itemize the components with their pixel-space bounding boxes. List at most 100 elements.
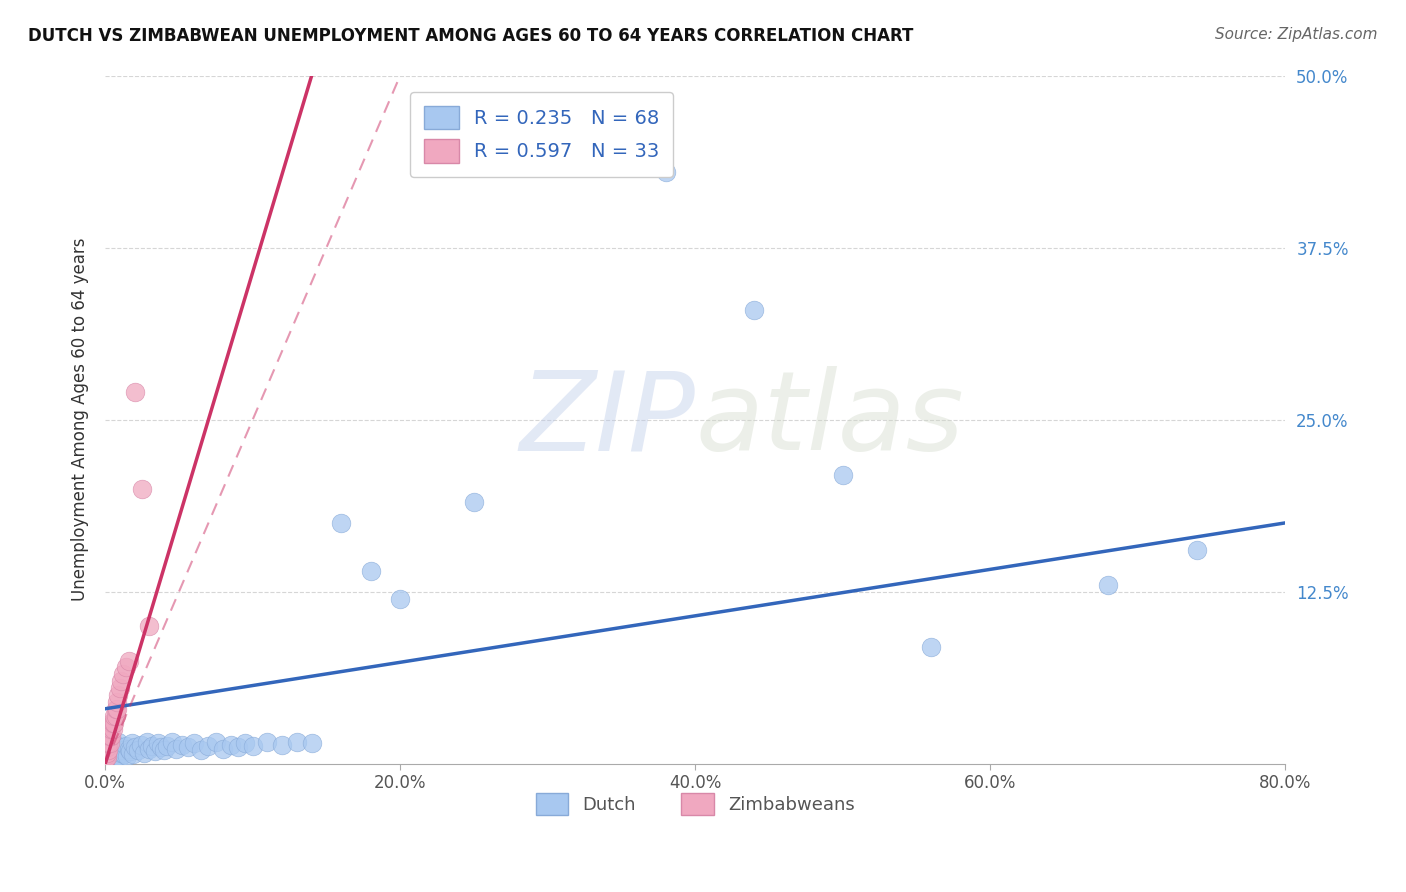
Point bbox=[301, 736, 323, 750]
Point bbox=[135, 735, 157, 749]
Text: ZIP: ZIP bbox=[519, 367, 695, 473]
Point bbox=[110, 674, 132, 689]
Point bbox=[124, 740, 146, 755]
Point bbox=[103, 741, 125, 756]
Point bbox=[98, 736, 121, 750]
Point bbox=[121, 736, 143, 750]
Point bbox=[101, 723, 124, 737]
Point bbox=[212, 741, 235, 756]
Point bbox=[124, 385, 146, 400]
Point bbox=[360, 564, 382, 578]
Point bbox=[118, 741, 141, 756]
Point bbox=[98, 729, 121, 743]
Point bbox=[153, 743, 176, 757]
Point bbox=[143, 744, 166, 758]
Point bbox=[111, 743, 134, 757]
Point bbox=[271, 738, 294, 752]
Point bbox=[219, 738, 242, 752]
Point bbox=[256, 735, 278, 749]
Point bbox=[96, 743, 118, 757]
Point bbox=[96, 750, 118, 764]
Point bbox=[94, 743, 117, 757]
Point bbox=[108, 740, 131, 755]
Point bbox=[103, 715, 125, 730]
Point bbox=[100, 744, 122, 758]
Point bbox=[96, 746, 118, 760]
Legend: Dutch, Zimbabweans: Dutch, Zimbabweans bbox=[526, 783, 863, 823]
Point bbox=[110, 746, 132, 760]
Point bbox=[103, 750, 125, 764]
Point bbox=[96, 736, 118, 750]
Point bbox=[98, 748, 121, 763]
Point bbox=[242, 739, 264, 753]
Point bbox=[107, 735, 129, 749]
Point bbox=[330, 516, 353, 530]
Point bbox=[205, 735, 228, 749]
Point bbox=[101, 736, 124, 750]
Point bbox=[170, 738, 193, 752]
Point bbox=[831, 467, 853, 482]
Point bbox=[98, 723, 121, 737]
Point bbox=[165, 741, 187, 756]
Point bbox=[96, 750, 118, 764]
Point bbox=[1097, 578, 1119, 592]
Point bbox=[108, 750, 131, 764]
Point bbox=[100, 723, 122, 737]
Point bbox=[100, 715, 122, 730]
Point bbox=[97, 746, 120, 760]
Point bbox=[920, 640, 942, 654]
Point bbox=[111, 667, 134, 681]
Point bbox=[105, 702, 128, 716]
Point bbox=[107, 744, 129, 758]
Point bbox=[122, 747, 145, 762]
Point bbox=[120, 744, 142, 758]
Point bbox=[97, 743, 120, 757]
Point bbox=[105, 739, 128, 753]
Point bbox=[97, 753, 120, 767]
Point bbox=[98, 740, 121, 755]
Point bbox=[100, 729, 122, 743]
Point bbox=[100, 751, 122, 765]
Point bbox=[103, 708, 125, 723]
Point bbox=[117, 748, 139, 763]
Point bbox=[94, 753, 117, 767]
Point bbox=[118, 654, 141, 668]
Point bbox=[141, 739, 163, 753]
Point bbox=[138, 619, 160, 633]
Point bbox=[226, 740, 249, 755]
Point bbox=[107, 688, 129, 702]
Point bbox=[138, 741, 160, 756]
Point bbox=[1185, 543, 1208, 558]
Point bbox=[112, 747, 135, 762]
Point bbox=[160, 735, 183, 749]
Point bbox=[104, 738, 127, 752]
Point bbox=[285, 735, 308, 749]
Point bbox=[127, 743, 149, 757]
Point bbox=[150, 740, 173, 755]
Point bbox=[97, 729, 120, 743]
Point bbox=[104, 702, 127, 716]
Point bbox=[96, 740, 118, 755]
Point bbox=[101, 747, 124, 762]
Point bbox=[115, 660, 138, 674]
Y-axis label: Unemployment Among Ages 60 to 64 years: Unemployment Among Ages 60 to 64 years bbox=[72, 238, 89, 601]
Point bbox=[190, 743, 212, 757]
Point bbox=[183, 736, 205, 750]
Point bbox=[654, 165, 676, 179]
Point bbox=[389, 591, 412, 606]
Point bbox=[148, 736, 170, 750]
Point bbox=[463, 495, 485, 509]
Point bbox=[105, 748, 128, 763]
Point bbox=[105, 695, 128, 709]
Point bbox=[97, 736, 120, 750]
Point bbox=[115, 739, 138, 753]
Point bbox=[742, 302, 765, 317]
Point bbox=[108, 681, 131, 695]
Point bbox=[131, 482, 153, 496]
Point bbox=[233, 736, 256, 750]
Point bbox=[104, 708, 127, 723]
Point bbox=[132, 746, 155, 760]
Point bbox=[177, 740, 200, 755]
Point bbox=[129, 738, 152, 752]
Point bbox=[197, 739, 219, 753]
